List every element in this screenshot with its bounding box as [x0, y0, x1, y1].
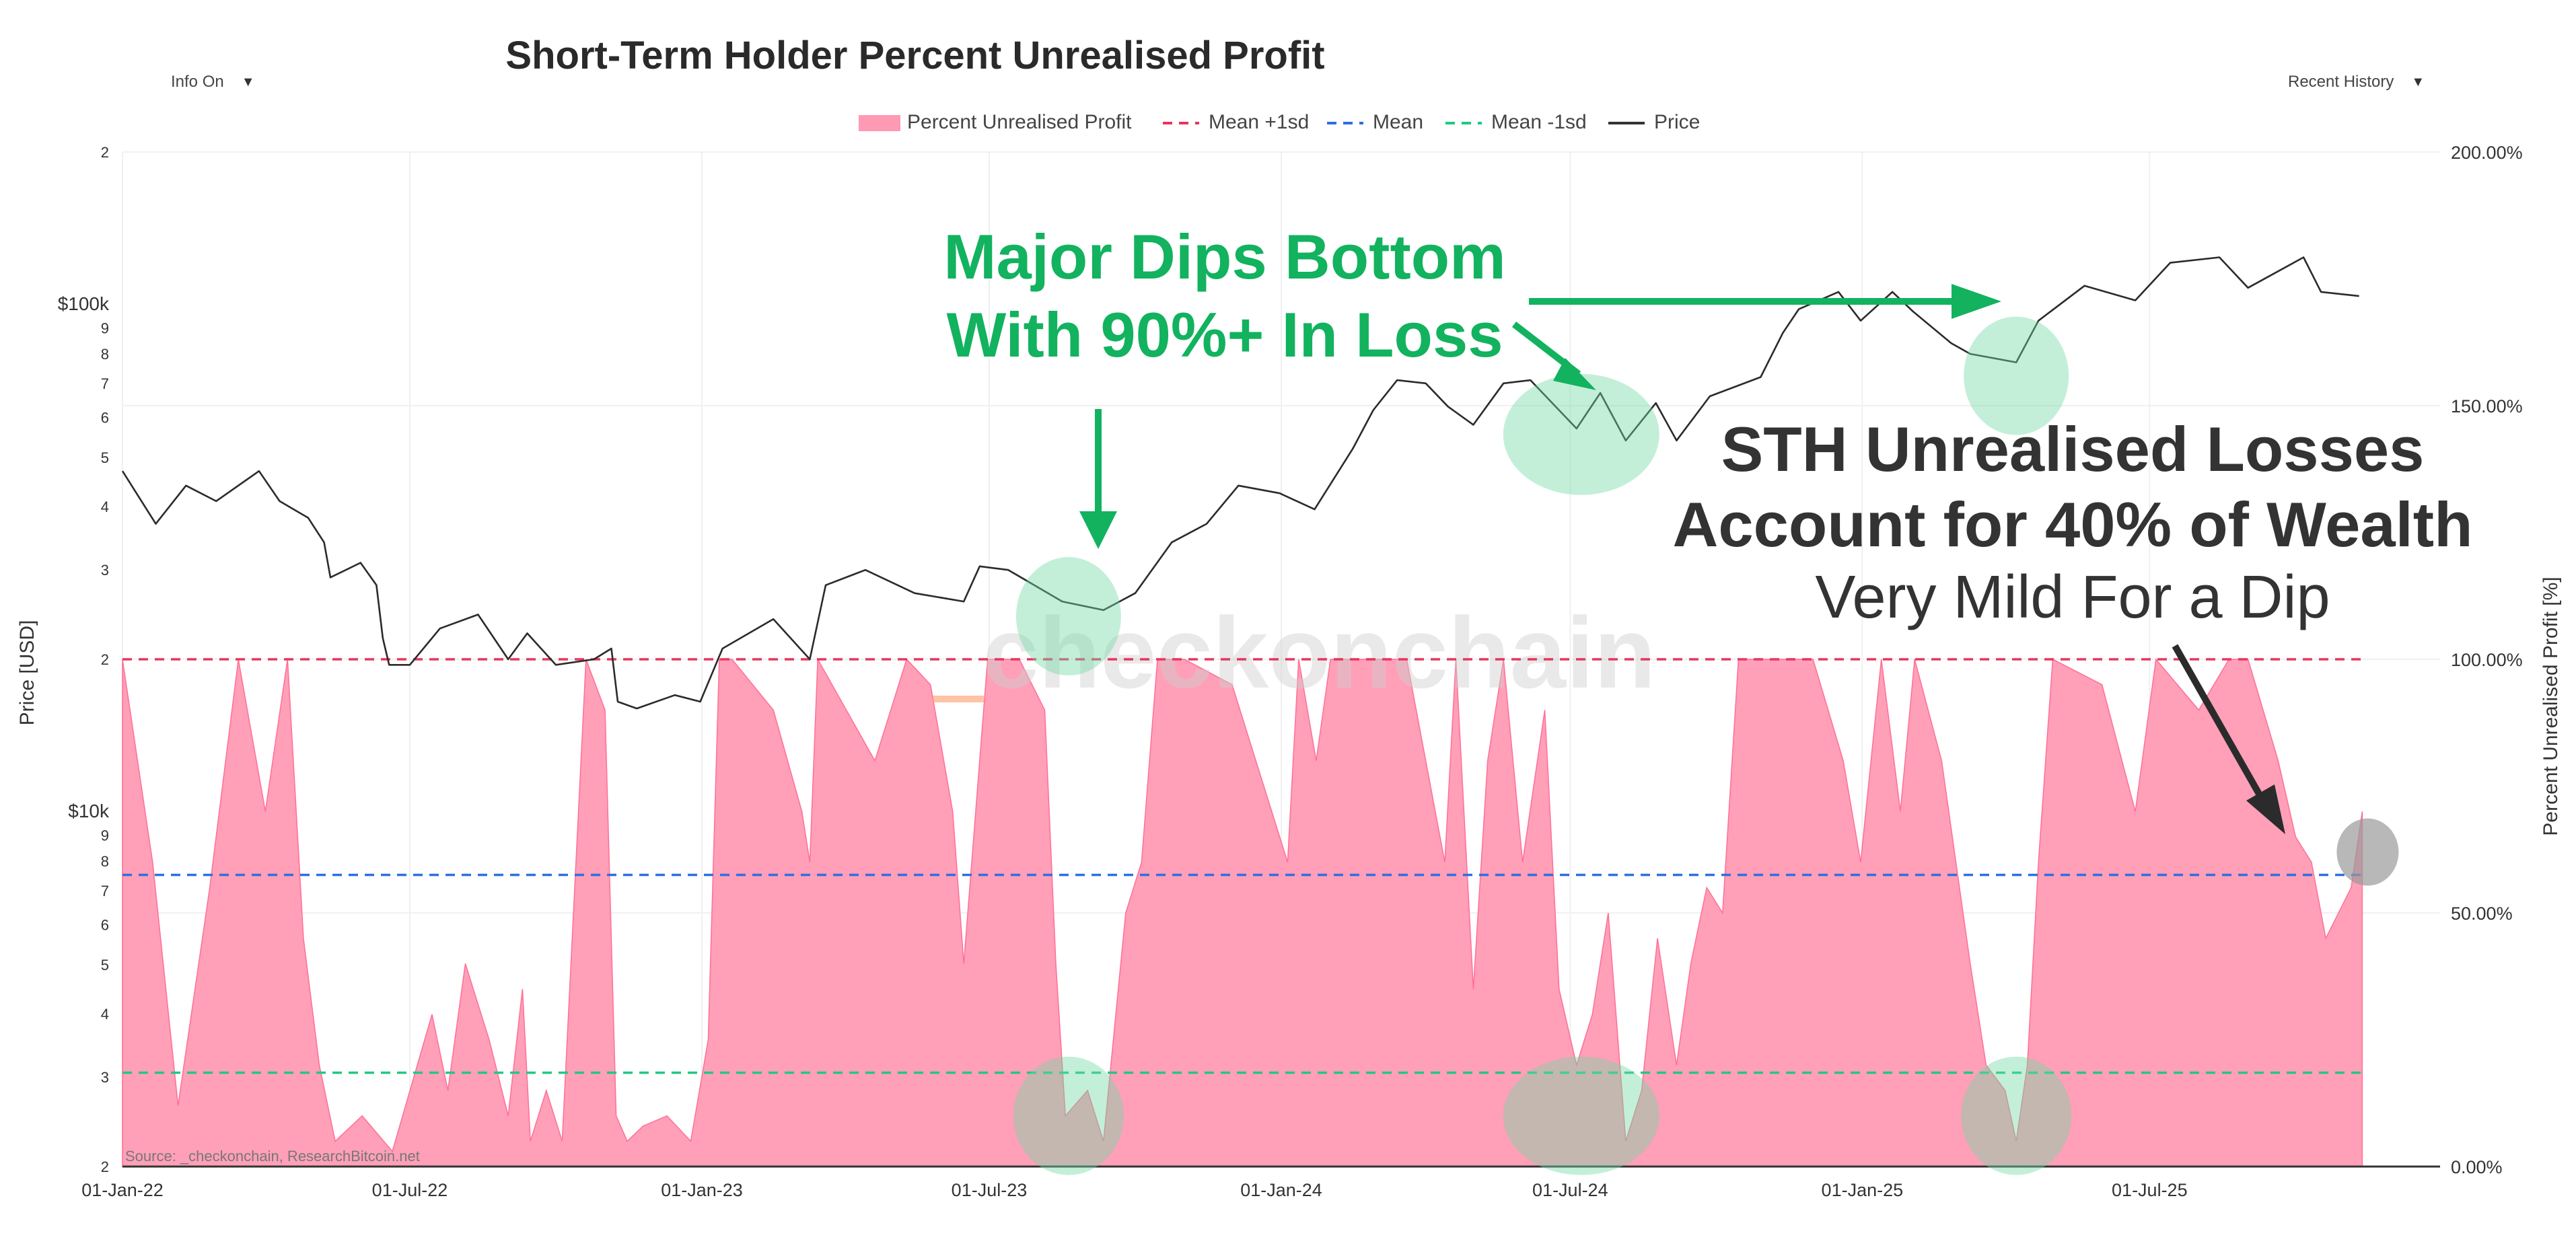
info-dropdown-label: Info On: [171, 73, 224, 91]
annotation-sth-losses-line1: STH Unrealised Losses: [1721, 414, 2425, 484]
arrow-down-right-icon: [2172, 644, 2285, 834]
x-tick-label: 01-Jul-23: [952, 1180, 1028, 1200]
legend-label-pup: Percent Unrealised Profit: [907, 111, 1132, 133]
info-dropdown[interactable]: Info On ▼: [156, 67, 270, 97]
x-tick-label: 01-Jan-24: [1240, 1180, 1322, 1200]
chart-title: Short-Term Holder Percent Unrealised Pro…: [505, 34, 1324, 77]
chevron-down-icon: ▼: [241, 74, 255, 89]
highlight-pup-dip: [1961, 1056, 2072, 1175]
highlight-layer: [1013, 316, 2399, 1175]
x-tick-label: 01-Jan-22: [81, 1180, 164, 1200]
pup-area: [122, 657, 2363, 1167]
annotation-major-dips-line2: With 90%+ In Loss: [946, 299, 1503, 370]
legend: Percent Unrealised Profit Mean +1sd Mean…: [859, 111, 1700, 133]
y-left-tick-label: 8: [101, 853, 109, 870]
arrow-down-icon: [1079, 409, 1117, 549]
highlight-price-dip: [1015, 557, 1121, 676]
y-left-tick-label: 6: [101, 409, 109, 426]
history-dropdown-label: Recent History: [2288, 73, 2394, 91]
annotation-sth-losses-line2: Account for 40% of Wealth: [1672, 489, 2472, 560]
y-right-tick-label: 200.00%: [2451, 143, 2523, 163]
y-right-label: Percent Unrealised Profit [%]: [2540, 577, 2562, 836]
watermark-logo-bar: [933, 696, 984, 702]
legend-label-mean-plus: Mean +1sd: [1209, 111, 1309, 133]
x-tick-label: 01-Jul-25: [2112, 1180, 2188, 1200]
y-left-tick-label: 7: [101, 375, 109, 392]
annotation-sth-losses-line3: Very Mild For a Dip: [1815, 564, 2330, 631]
highlight-pup-dip: [1013, 1056, 1124, 1175]
y-left-tick-label: 2: [101, 1158, 109, 1175]
legend-swatch-pup: [859, 115, 900, 131]
annotation-major-dips-line1: Major Dips Bottom: [943, 221, 1506, 292]
y-left-tick-label: 9: [101, 320, 109, 336]
x-tick-label: 01-Jul-24: [1532, 1180, 1608, 1200]
y-left-tick-label: 3: [101, 562, 109, 579]
y-left-tick-label: 9: [101, 827, 109, 844]
y-left-tick-label: 5: [101, 449, 109, 466]
y-right-tick-label: 100.00%: [2451, 650, 2523, 670]
axis-layer: 01-Jan-22 01-Jul-22 01-Jan-23 01-Jul-23 01-J…: [58, 143, 2523, 1200]
annotation-major-dips: Major Dips Bottom With 90%+ In Loss: [943, 221, 2001, 549]
y-left-tick-label: 8: [101, 346, 109, 363]
y-left-tick-label: 7: [101, 883, 109, 899]
y-right-tick-label: 150.00%: [2451, 396, 2523, 416]
y-left-label: Price [USD]: [16, 620, 38, 726]
annotation-sth-losses: STH Unrealised Losses Account for 40% of…: [1672, 414, 2473, 834]
y-left-tick-label: $100k: [58, 293, 110, 314]
pup-area-layer: [122, 657, 2363, 1167]
y-right-tick-label: 50.00%: [2451, 903, 2513, 924]
y-right-tick-label: 0.00%: [2451, 1157, 2503, 1177]
watermark: checkonchain: [982, 596, 1655, 709]
current-value-marker: [2336, 818, 2399, 886]
y-left-tick-label: 5: [101, 957, 109, 973]
x-tick-label: 01-Jul-22: [372, 1180, 448, 1200]
price-layer: [121, 256, 2359, 710]
y-left-tick-label: 2: [101, 144, 109, 161]
legend-label-price: Price: [1654, 111, 1700, 133]
y-left-tick-label: 4: [101, 1006, 109, 1023]
highlight-pup-dip: [1503, 1056, 1659, 1175]
y-left-tick-label: 2: [101, 651, 109, 668]
history-dropdown[interactable]: Recent History ▼: [2273, 67, 2440, 97]
y-left-tick-label: 4: [101, 499, 109, 515]
legend-label-mean-minus: Mean -1sd: [1491, 111, 1587, 133]
reference-lines-layer: [122, 658, 2363, 1074]
legend-label-mean: Mean: [1373, 111, 1423, 133]
y-left-tick-label: $10k: [68, 801, 110, 821]
y-left-tick-label: 6: [101, 916, 109, 933]
x-tick-label: 01-Jan-23: [661, 1180, 743, 1200]
x-tick-label: 01-Jan-25: [1822, 1180, 1904, 1200]
price-line: [121, 256, 2359, 710]
source-text: Source: _checkonchain, ResearchBitcoin.n…: [125, 1148, 420, 1165]
chevron-down-icon: ▼: [2411, 74, 2425, 89]
arrow-right-icon: [1529, 284, 2001, 319]
highlight-price-dip: [1964, 316, 2069, 435]
arrow-diagonal-icon: [1511, 322, 1596, 390]
highlight-price-dip: [1503, 373, 1659, 495]
y-left-tick-label: 3: [101, 1069, 109, 1086]
